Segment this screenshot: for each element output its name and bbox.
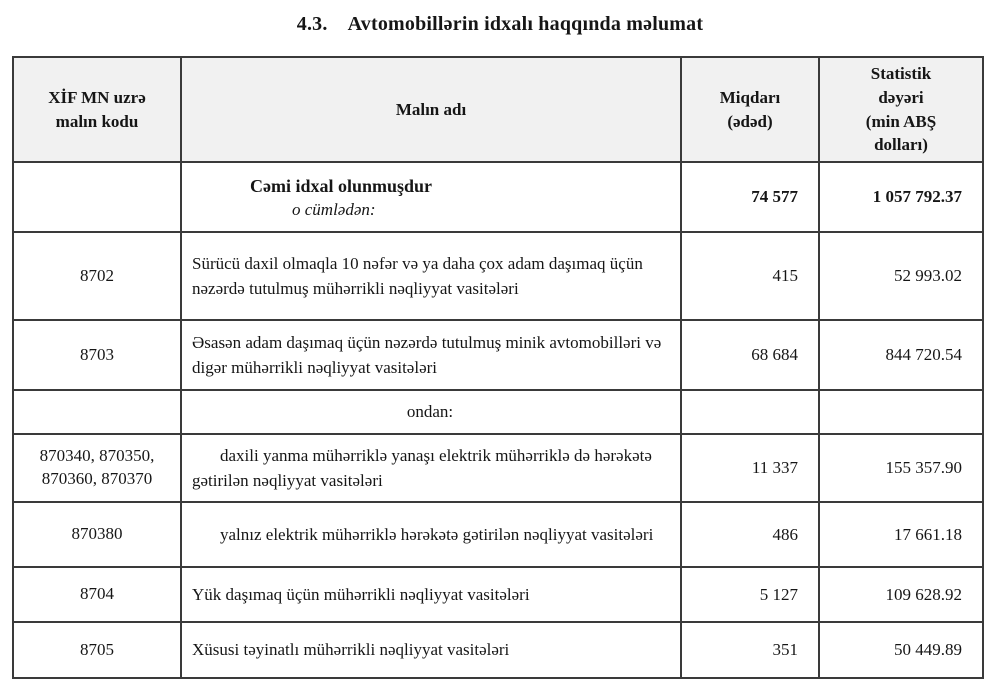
cell-quantity: 415	[680, 231, 820, 322]
header-value: Statistik dəyəri (min ABŞ dolları)	[818, 55, 984, 164]
cell-quantity: 74 577	[680, 161, 820, 234]
cell-code: 8702	[12, 231, 182, 322]
cell-code: 870340, 870350, 870360, 870370	[12, 433, 182, 504]
table-row: 8705 Xüsusi təyinatlı mühərrikli nəqliyy…	[12, 621, 984, 680]
table-header-row: XİF MN uzrə malın kodu Malın adı Miqdarı…	[12, 55, 984, 164]
cell-quantity: 351	[680, 621, 820, 680]
cell-value: 50 449.89	[818, 621, 984, 680]
table-row: 8702 Sürücü daxil olmaqla 10 nəfər və ya…	[12, 231, 984, 322]
cell-quantity: 5 127	[680, 566, 820, 624]
cell-code	[12, 161, 182, 234]
table-row-total: Cəmi idxal olunmuşdur o cümlədən: 74 577…	[12, 161, 984, 234]
cell-value: 155 357.90	[818, 433, 984, 504]
cell-code: 870380	[12, 501, 182, 569]
cell-name: Xüsusi təyinatlı mühərrikli nəqliyyat va…	[180, 621, 682, 680]
table-row: 8703 Əsasən adam daşımaq üçün nəzərdə tu…	[12, 319, 984, 392]
cell-quantity: 68 684	[680, 319, 820, 392]
cell-code	[12, 389, 182, 436]
cell-value	[818, 389, 984, 436]
cell-name: daxili yanma mühərriklə yanaşı elektrik …	[180, 433, 682, 504]
cell-code: 8703	[12, 319, 182, 392]
header-code: XİF MN uzrə malın kodu	[12, 55, 182, 164]
cell-quantity	[680, 389, 820, 436]
cell-code: 8704	[12, 566, 182, 624]
cell-value: 844 720.54	[818, 319, 984, 392]
cell-value: 17 661.18	[818, 501, 984, 569]
table-row: 8704 Yük daşımaq üçün mühərrikli nəqliyy…	[12, 566, 984, 624]
header-quantity: Miqdarı (ədəd)	[680, 55, 820, 164]
cell-name: Sürücü daxil olmaqla 10 nəfər və ya daha…	[180, 231, 682, 322]
cell-value: 52 993.02	[818, 231, 984, 322]
cell-name: ondan:	[180, 389, 682, 436]
total-label: Cəmi idxal olunmuşdur	[250, 175, 433, 196]
cell-name: Cəmi idxal olunmuşdur o cümlədən:	[180, 161, 682, 234]
cell-value: 1 057 792.37	[818, 161, 984, 234]
table-row: 870380 yalnız elektrik mühərriklə hərəkə…	[12, 501, 984, 569]
table-row: 870340, 870350, 870360, 870370 daxili ya…	[12, 433, 984, 504]
cell-name: Yük daşımaq üçün mühərrikli nəqliyyat va…	[180, 566, 682, 624]
header-name: Malın adı	[180, 55, 682, 164]
cell-value: 109 628.92	[818, 566, 984, 624]
cell-quantity: 486	[680, 501, 820, 569]
section-title-text: Avtomobillərin idxalı haqqında məlumat	[347, 13, 704, 35]
total-sublabel: o cümlədən:	[292, 199, 376, 219]
imports-table: XİF MN uzrə malın kodu Malın adı Miqdarı…	[12, 55, 984, 680]
section-number: 4.3.	[296, 13, 328, 35]
page-title: 4.3. Avtomobillərin idxalı haqqında məlum…	[0, 0, 1000, 36]
table-row-subheader: ondan:	[12, 389, 984, 436]
cell-name: Əsasən adam daşımaq üçün nəzərdə tutulmu…	[180, 319, 682, 392]
cell-quantity: 11 337	[680, 433, 820, 504]
cell-code: 8705	[12, 621, 182, 680]
cell-name: yalnız elektrik mühərriklə hərəkətə gəti…	[180, 501, 682, 569]
